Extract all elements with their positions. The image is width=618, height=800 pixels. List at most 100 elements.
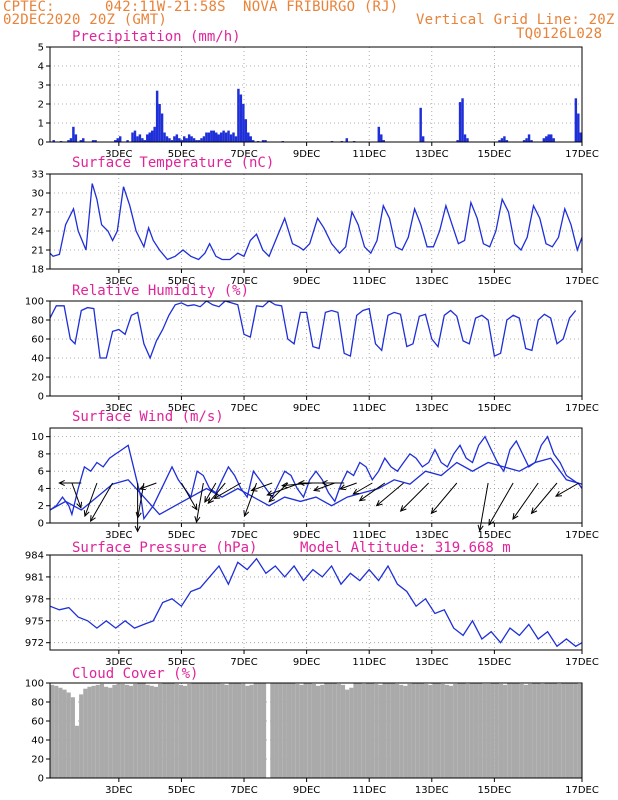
wind-arrowhead bbox=[399, 505, 407, 512]
cloud-bar bbox=[50, 684, 55, 778]
cloud-bar bbox=[228, 683, 233, 778]
wind-arrowhead bbox=[477, 524, 484, 532]
series-line bbox=[49, 435, 583, 521]
x-tick-label: 9DEC bbox=[293, 149, 320, 160]
cloud-bar bbox=[577, 683, 582, 778]
precip-bar bbox=[190, 136, 193, 142]
cloud-bar bbox=[415, 683, 420, 778]
wind-arrowhead bbox=[512, 513, 519, 520]
x-tick-label: 15DEC bbox=[478, 149, 512, 160]
cloud-bar bbox=[394, 683, 400, 778]
precip-bar bbox=[242, 104, 245, 142]
wind-arrowhead bbox=[430, 507, 438, 515]
cloud-bar bbox=[436, 683, 441, 778]
cloud-bar bbox=[66, 692, 71, 778]
cloud-bar bbox=[370, 683, 375, 778]
wind-vector bbox=[430, 482, 458, 514]
x-tick-label: 7DEC bbox=[230, 657, 257, 668]
precip-bar bbox=[94, 140, 97, 142]
precip-bar bbox=[126, 140, 129, 142]
wind-arrowhead bbox=[191, 503, 198, 511]
cloud-bar bbox=[473, 683, 479, 778]
precip-bar bbox=[249, 136, 252, 142]
precip-bar bbox=[461, 98, 464, 142]
cloud-bar bbox=[70, 697, 75, 778]
x-tick-label: 5DEC bbox=[168, 276, 195, 287]
wind-vector bbox=[139, 482, 157, 490]
precip-bar bbox=[380, 134, 383, 142]
y-tick-label: 0 bbox=[38, 519, 44, 530]
cloud-bar bbox=[498, 683, 504, 778]
panel-title: Surface Temperature (nC) bbox=[72, 155, 274, 171]
cloud-bar bbox=[482, 683, 487, 778]
wind-arrowhead bbox=[321, 479, 328, 487]
cloud-bar bbox=[207, 683, 213, 778]
panel-5: Cloud Cover (%) 0 20 40 60 80 100 3DEC 5DEC 7DEC 9… bbox=[25, 666, 599, 796]
precip-bar bbox=[187, 134, 191, 142]
cloud-bar bbox=[54, 685, 59, 778]
cloud-bar bbox=[523, 684, 528, 778]
code-label: TQ0126L028 bbox=[516, 26, 603, 42]
x-tick-label: 7DEC bbox=[230, 149, 257, 160]
wind-vector bbox=[400, 482, 430, 512]
x-tick-label: 11DEC bbox=[352, 403, 386, 414]
cloud-bar bbox=[527, 683, 533, 778]
cloud-bar bbox=[540, 683, 545, 778]
cloud-bar bbox=[411, 683, 416, 778]
precip-bar bbox=[153, 126, 156, 142]
x-tick-label: 17DEC bbox=[565, 403, 599, 414]
x-tick-label: 3DEC bbox=[105, 785, 132, 796]
cloud-bar bbox=[419, 683, 425, 778]
cloud-bar bbox=[444, 684, 449, 778]
cloud-bar bbox=[532, 683, 537, 778]
x-tick-label: 5DEC bbox=[168, 785, 195, 796]
cloud-bar bbox=[124, 684, 129, 778]
x-tick-label: 3DEC bbox=[105, 403, 132, 414]
precip-bar bbox=[261, 140, 265, 142]
cloud-bar bbox=[561, 683, 566, 778]
precip-bar bbox=[158, 104, 161, 142]
cloud-bar bbox=[120, 683, 125, 778]
precip-bar bbox=[131, 132, 134, 142]
cloud-bar bbox=[162, 683, 167, 778]
wind-arrowhead bbox=[83, 510, 90, 518]
precip-bar bbox=[200, 138, 203, 142]
cloud-bar bbox=[245, 685, 250, 778]
y-tick-label: 2 bbox=[38, 501, 44, 512]
x-tick-label: 11DEC bbox=[352, 276, 386, 287]
precip-bar bbox=[232, 132, 235, 142]
wind-vector bbox=[213, 482, 242, 499]
y-tick-label: 981 bbox=[25, 572, 44, 583]
precip-bar bbox=[419, 107, 422, 142]
cloud-bar bbox=[519, 683, 524, 778]
cloud-bar bbox=[203, 683, 208, 778]
cloud-bar bbox=[166, 683, 171, 778]
cloud-bar bbox=[261, 683, 267, 778]
cloud-bar bbox=[237, 683, 242, 778]
x-tick-label: 3DEC bbox=[105, 276, 132, 287]
cloud-bar bbox=[390, 683, 395, 778]
precip-bar bbox=[466, 138, 469, 142]
y-tick-label: 1 bbox=[38, 119, 44, 130]
x-tick-label: 9DEC bbox=[293, 276, 320, 287]
panel-4: Surface Pressure (hPa) Model Altitude: 31… bbox=[25, 540, 599, 668]
x-tick-label: 13DEC bbox=[415, 276, 449, 287]
y-tick-label: 0 bbox=[38, 774, 44, 785]
cloud-bar bbox=[453, 683, 458, 778]
wind-arrowhead bbox=[297, 479, 305, 487]
cloud-bar bbox=[274, 683, 279, 778]
cloud-bar bbox=[340, 684, 346, 778]
cloud-bar bbox=[104, 686, 109, 778]
cloud-bar bbox=[174, 683, 179, 778]
wind-vector bbox=[359, 482, 386, 502]
y-tick-label: 975 bbox=[25, 616, 44, 627]
precip-bar bbox=[552, 138, 555, 142]
cloud-bar bbox=[253, 683, 258, 778]
wind-arrowhead bbox=[58, 479, 65, 487]
cloud-bar bbox=[449, 685, 454, 778]
precip-bar bbox=[175, 134, 179, 142]
precip-bar bbox=[522, 140, 526, 142]
x-tick-label: 15DEC bbox=[478, 403, 512, 414]
wind-vector bbox=[90, 482, 114, 522]
series-line bbox=[49, 557, 583, 648]
